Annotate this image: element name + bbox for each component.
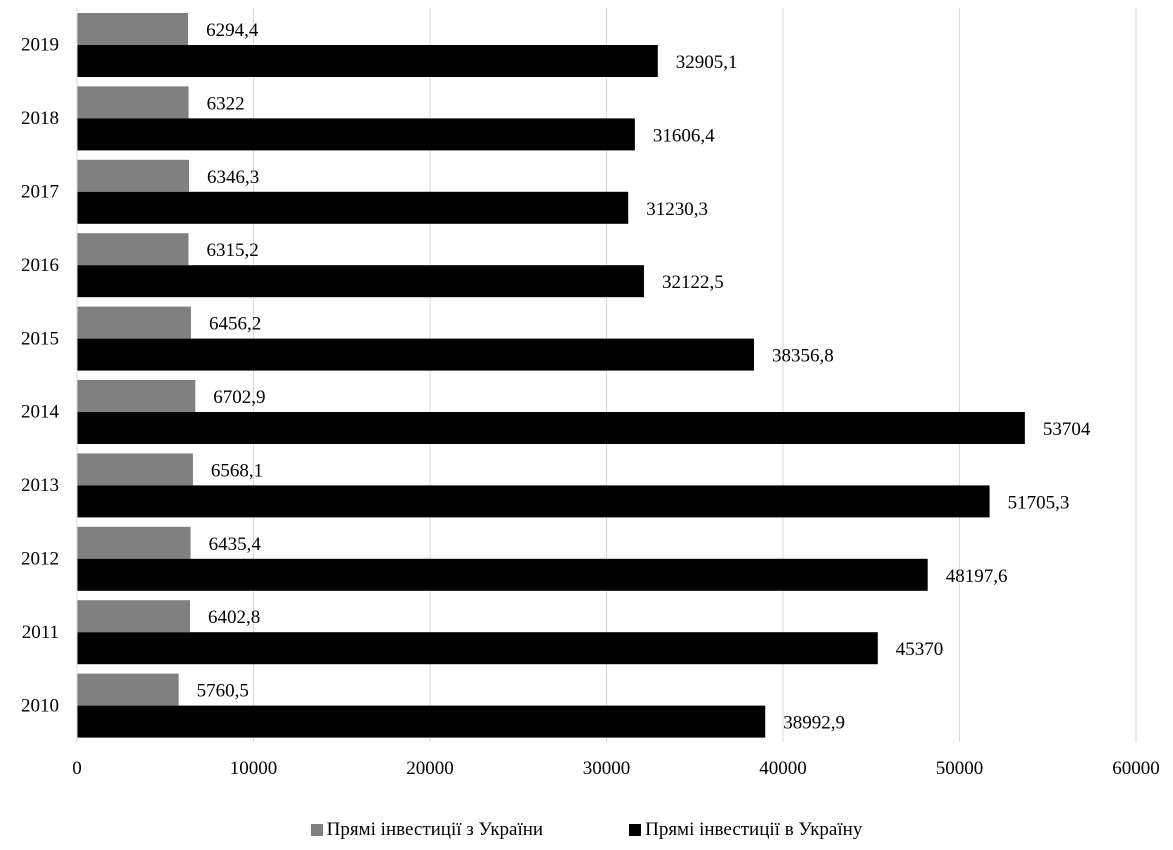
legend-swatch-inward [629, 824, 642, 836]
data-label: 38356,8 [772, 346, 834, 367]
bar-2013-series-0 [77, 453, 193, 486]
bar-2011-series-1 [77, 632, 878, 665]
data-label: 32905,1 [676, 52, 738, 73]
data-label: 6322 [207, 93, 245, 114]
bar-2018-series-1 [77, 118, 635, 151]
data-label: 53704 [1043, 419, 1091, 440]
bar-2015-series-0 [77, 306, 191, 339]
y-tick-label: 2018 [21, 108, 59, 129]
bar-2017-series-0 [77, 159, 190, 192]
data-label: 6702,9 [213, 387, 265, 408]
data-label: 6456,2 [209, 314, 261, 335]
data-label: 6315,2 [206, 240, 258, 261]
data-label: 6402,8 [208, 607, 260, 628]
bar-2014-series-1 [77, 412, 1025, 444]
y-tick-label: 2016 [21, 255, 59, 276]
y-tick-label: 2019 [21, 35, 59, 56]
x-tick-label: 30000 [583, 758, 631, 779]
bar-2015-series-1 [77, 338, 754, 371]
bar-2012-series-0 [77, 526, 191, 559]
y-tick-label: 2014 [21, 402, 60, 423]
legend-label-inward: Прямі інвестиції в Україну [645, 819, 863, 840]
bar-2012-series-1 [77, 558, 928, 591]
y-tick-label: 2017 [21, 182, 59, 203]
bar-2014-series-0 [77, 380, 196, 412]
x-tick-label: 20000 [406, 758, 454, 779]
legend-item-inward: Прямі інвестиції в Україну [629, 819, 862, 841]
y-tick-label: 2015 [21, 328, 59, 349]
data-label: 6346,3 [207, 167, 259, 188]
data-label: 38992,9 [783, 713, 845, 734]
bar-2018-series-0 [77, 86, 189, 119]
data-label: 31230,3 [646, 199, 708, 220]
bar-2010-series-1 [77, 705, 766, 738]
bar-2016-series-1 [77, 265, 644, 298]
bar-2010-series-0 [77, 673, 179, 706]
legend-item-outward: Прямі інвестиції з України [310, 819, 544, 841]
data-label: 5760,5 [197, 681, 249, 702]
y-tick-label: 2011 [22, 622, 59, 643]
x-tick-label: 40000 [759, 758, 807, 779]
y-tick-label: 2013 [21, 475, 59, 496]
x-tick-label: 60000 [1112, 758, 1160, 779]
data-label: 48197,6 [946, 566, 1008, 587]
data-label: 6568,1 [211, 460, 263, 481]
data-label: 45370 [896, 639, 944, 660]
data-label: 32122,5 [662, 272, 724, 293]
bar-2013-series-1 [77, 485, 990, 518]
y-tick-label: 2012 [21, 549, 59, 570]
data-label: 51705,3 [1008, 492, 1070, 513]
bar-2011-series-0 [77, 600, 191, 633]
data-label: 31606,4 [653, 125, 715, 146]
bar-2017-series-1 [77, 191, 629, 224]
legend-label-outward: Прямі інвестиції з України [326, 819, 544, 840]
bar-2019-series-1 [77, 45, 658, 77]
data-label: 6294,4 [206, 20, 259, 41]
bar-2016-series-0 [77, 233, 189, 266]
legend: Прямі інвестиції з України Прямі інвести… [0, 819, 1173, 841]
y-tick-label: 2010 [21, 695, 59, 716]
x-tick-label: 10000 [230, 758, 278, 779]
bar-2019-series-0 [77, 13, 189, 45]
x-tick-label: 0 [72, 758, 82, 779]
x-tick-label: 50000 [936, 758, 984, 779]
data-label: 6435,4 [209, 534, 262, 555]
legend-swatch-outward [310, 824, 323, 836]
